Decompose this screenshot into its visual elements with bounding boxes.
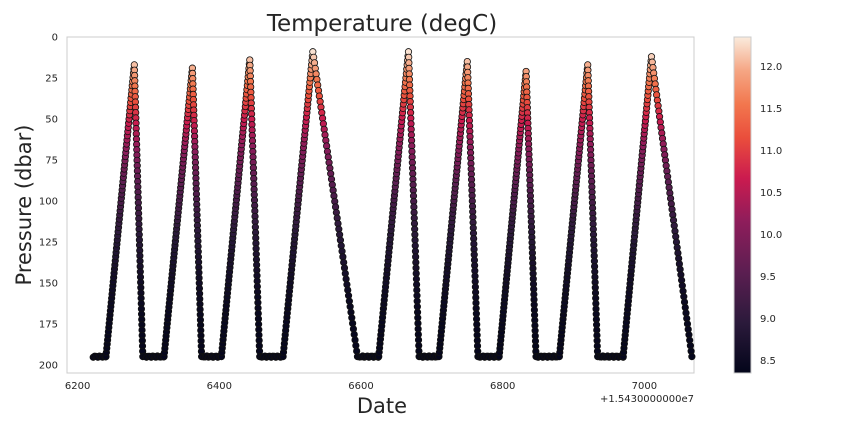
x-axis-label: Date — [357, 394, 407, 418]
y-tick-label: 175 — [39, 319, 58, 330]
colorbar-tick-label: 12.0 — [760, 62, 782, 73]
colorbar-ticks: 8.5 9.0 9.5 10.0 10.5 11.0 11.5 12.0 — [760, 62, 782, 367]
x-tick-label: 7000 — [632, 381, 657, 392]
chart-title: Temperature (degC) — [266, 11, 497, 37]
y-tick-label: 0 — [52, 33, 58, 44]
x-axis-ticks: 6200 6400 6600 6800 7000 — [65, 381, 657, 392]
colorbar: 8.5 9.0 9.5 10.0 10.5 11.0 11.5 12.0 — [733, 36, 782, 374]
plot-frame — [66, 36, 695, 374]
y-tick-label: 150 — [39, 278, 58, 289]
colorbar-tick-label: 10.5 — [760, 188, 782, 199]
y-tick-label: 50 — [45, 114, 58, 125]
y-axis-label: Pressure (dbar) — [12, 125, 36, 286]
x-tick-label: 6600 — [348, 381, 373, 392]
colorbar-tick-label: 9.0 — [760, 314, 776, 325]
plot-area — [66, 36, 696, 374]
x-tick-label: 6400 — [207, 381, 232, 392]
colorbar-frame — [733, 36, 752, 374]
y-tick-label: 200 — [39, 360, 58, 371]
y-tick-label: 125 — [39, 237, 58, 248]
y-tick-label: 100 — [39, 196, 58, 207]
colorbar-tick-label: 11.0 — [760, 146, 782, 157]
data-point-profile-9 — [688, 353, 696, 361]
x-axis-offset-label: +1.5430000000e7 — [600, 394, 694, 405]
y-tick-label: 25 — [45, 73, 58, 84]
colorbar-tick-label: 9.5 — [760, 272, 776, 283]
x-tick-label: 6200 — [65, 381, 90, 392]
colorbar-tick-label: 10.0 — [760, 230, 782, 241]
colorbar-tick-label: 8.5 — [760, 356, 776, 367]
colorbar-gradient — [734, 37, 751, 373]
y-tick-label: 75 — [45, 155, 58, 166]
data-points — [89, 48, 696, 361]
x-tick-label: 6800 — [490, 381, 515, 392]
colorbar-tick-label: 11.5 — [760, 104, 782, 115]
y-axis-ticks: 0 25 50 75 100 125 150 175 200 — [39, 33, 58, 372]
